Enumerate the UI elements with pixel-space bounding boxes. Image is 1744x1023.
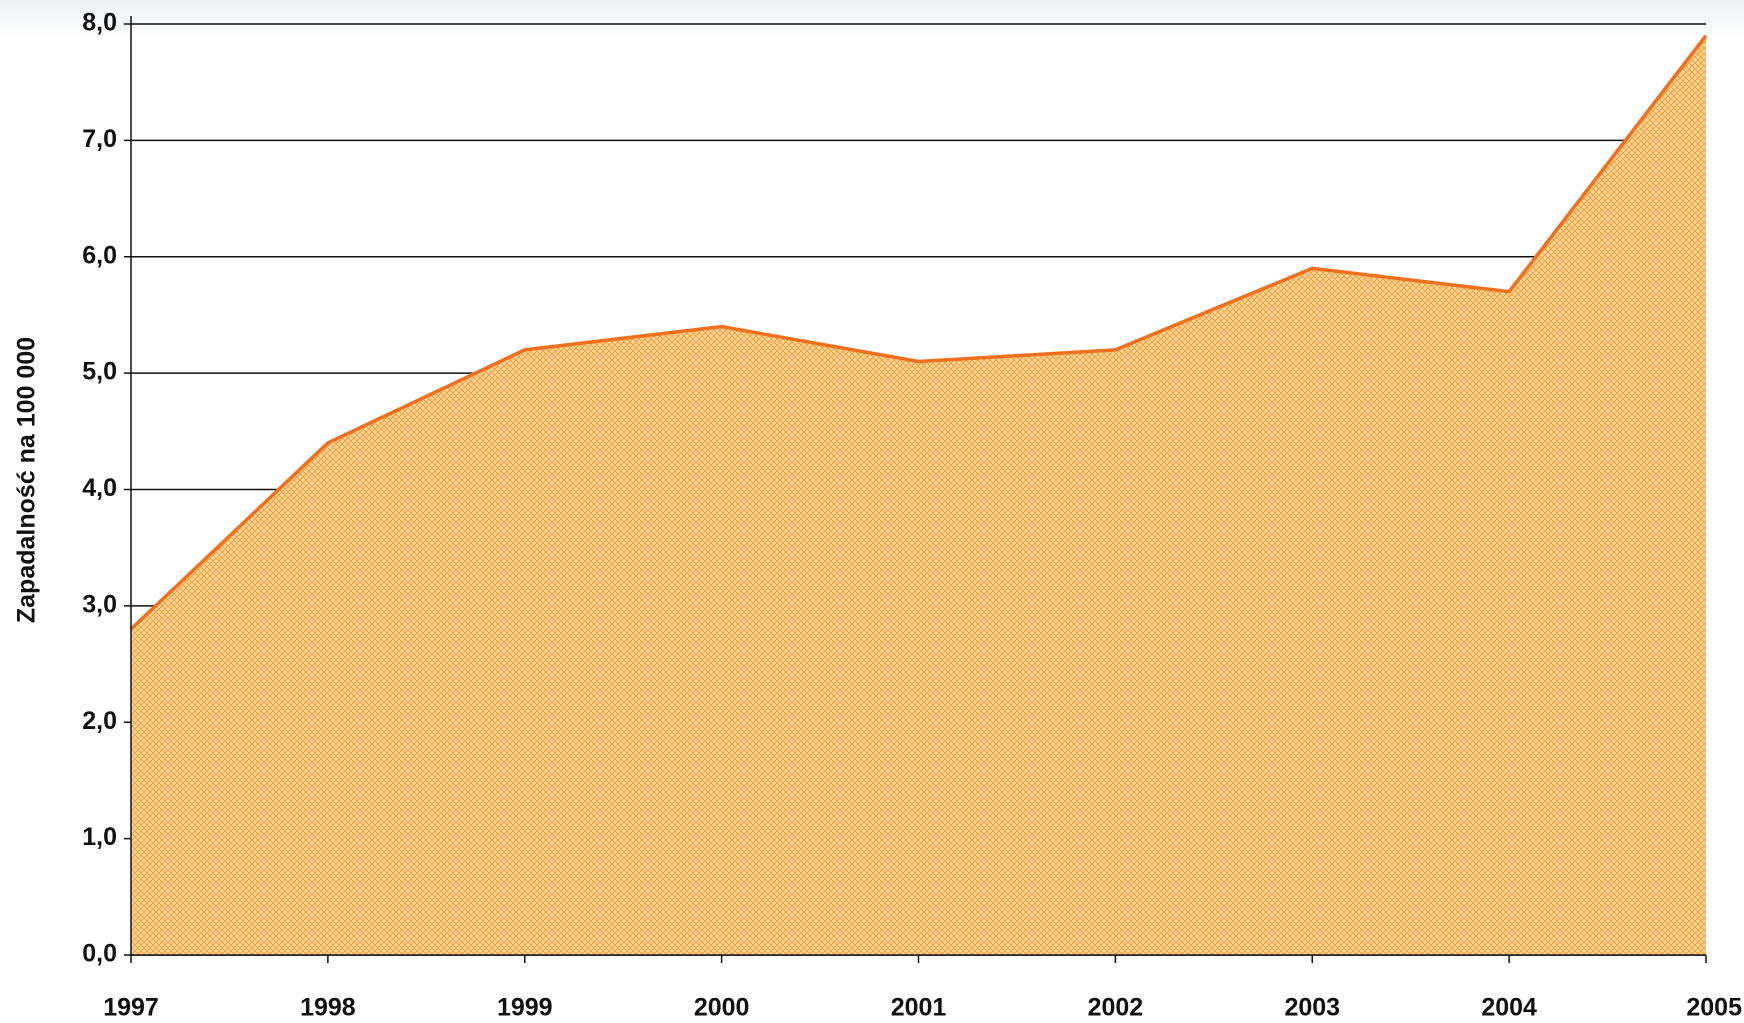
y-tick-label: 8,0 — [82, 9, 117, 37]
area-line — [129, 34, 1708, 631]
x-tick-label: 2002 — [1088, 994, 1144, 1022]
y-tick-label: 1,0 — [82, 823, 117, 851]
x-tick-label: 1999 — [497, 994, 553, 1022]
x-tick-label: 2004 — [1481, 994, 1537, 1022]
x-tick-label: 2003 — [1284, 994, 1340, 1022]
area-fill — [131, 35, 1706, 955]
x-tick-label: 1998 — [300, 994, 356, 1022]
y-tick-label: 6,0 — [82, 241, 117, 269]
y-axis-label: Zapadalność na 100 000 — [13, 337, 41, 623]
x-tick-label: 2001 — [891, 994, 947, 1022]
y-tick-label: 3,0 — [82, 590, 117, 618]
y-tick-label: 2,0 — [82, 707, 117, 735]
y-tick-label: 0,0 — [82, 940, 117, 968]
x-tick-label: 2005 — [1686, 994, 1742, 1022]
y-tick-label: 5,0 — [82, 358, 117, 386]
y-tick-label: 7,0 — [82, 125, 117, 153]
x-tick-label: 1997 — [103, 994, 159, 1022]
y-tick-label: 4,0 — [82, 474, 117, 502]
x-tick-label: 2000 — [694, 994, 750, 1022]
